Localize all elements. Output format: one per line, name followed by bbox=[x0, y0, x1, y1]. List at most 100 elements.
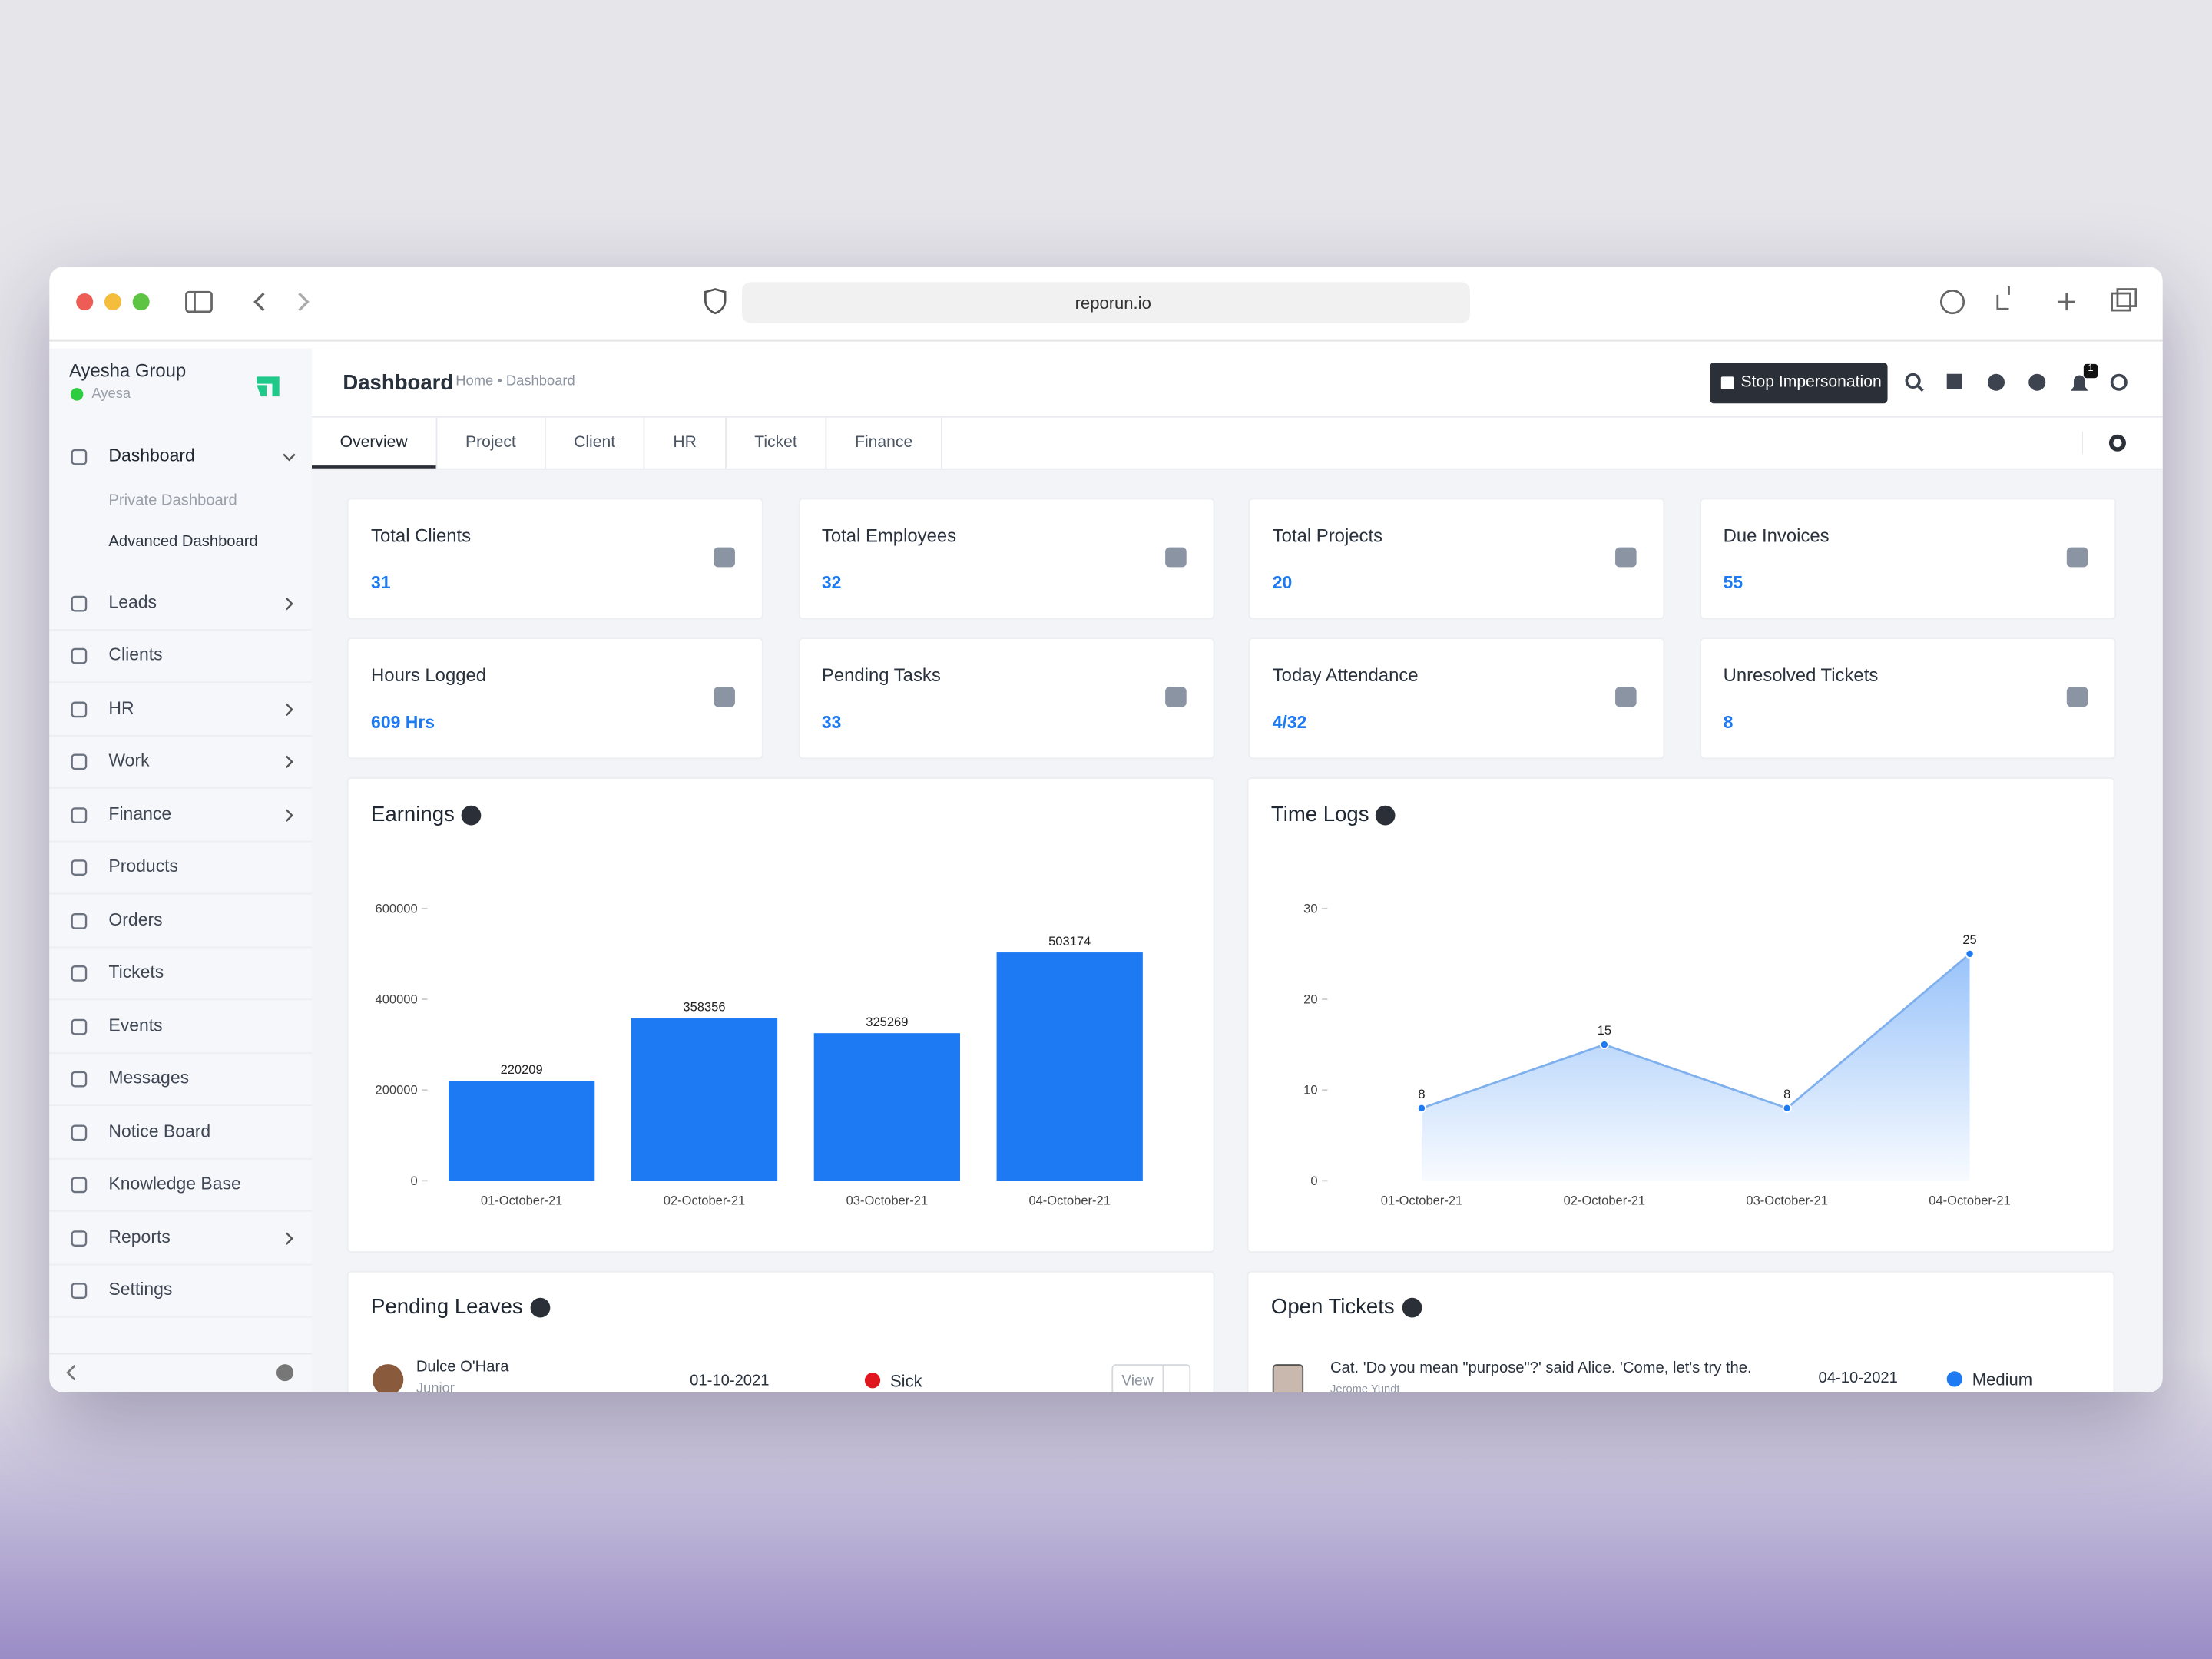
tab[interactable]: Project bbox=[437, 417, 546, 469]
nav-item[interactable]: Tickets bbox=[49, 946, 312, 1001]
nav-label: Orders bbox=[108, 909, 163, 929]
sidebar-footer bbox=[49, 1353, 312, 1392]
data-label: 8 bbox=[1783, 1087, 1790, 1101]
nav-item[interactable]: Work bbox=[49, 735, 312, 789]
nav-icon bbox=[71, 1177, 88, 1194]
data-label: 358356 bbox=[683, 999, 725, 1014]
y-tick-label: 0 bbox=[1310, 1174, 1317, 1188]
ticket-author: Jerome Yundt bbox=[1330, 1382, 1400, 1392]
nav-item[interactable]: Events bbox=[49, 999, 312, 1054]
leave-date: 01-10-2021 bbox=[690, 1373, 770, 1390]
nav-label: Dashboard bbox=[108, 445, 195, 466]
chevron-path bbox=[286, 1231, 293, 1244]
header: Dashboard Home • Dashboard Stop Imperson… bbox=[311, 348, 2163, 418]
nav-item[interactable]: Clients bbox=[49, 629, 312, 683]
nav-icon-shape bbox=[71, 1283, 88, 1299]
url[interactable]: reporun.io bbox=[1075, 293, 1151, 313]
bar bbox=[631, 1018, 778, 1181]
nav-icon-shape bbox=[71, 1124, 88, 1141]
nav-item[interactable]: HR bbox=[49, 682, 312, 736]
tab[interactable]: Client bbox=[545, 417, 645, 469]
stop-impersonation[interactable]: Stop Impersonation bbox=[1710, 363, 1888, 404]
stat-value: 31 bbox=[371, 572, 391, 593]
type-dot bbox=[864, 1373, 881, 1389]
bar bbox=[996, 952, 1143, 1181]
nav-icon-shape bbox=[71, 700, 88, 717]
nav-icon bbox=[71, 965, 88, 982]
nav-item[interactable]: Products bbox=[49, 841, 312, 895]
stat-icon bbox=[1615, 547, 1637, 568]
priority-dot bbox=[1946, 1371, 1962, 1387]
stat-icon bbox=[1615, 687, 1637, 707]
chart-title: Earnings bbox=[371, 803, 455, 827]
nav-item[interactable]: Messages bbox=[49, 1052, 312, 1107]
company-name[interactable]: Ayesha Group bbox=[69, 359, 187, 381]
nav-label: Finance bbox=[108, 803, 172, 823]
nav-icon bbox=[71, 859, 88, 876]
nav-item[interactable]: Settings bbox=[49, 1264, 312, 1318]
tab[interactable]: Overview bbox=[312, 417, 438, 469]
header-icons[interactable] bbox=[1899, 363, 2153, 405]
nav-item[interactable]: Orders bbox=[49, 894, 312, 948]
nav-icon bbox=[71, 1283, 88, 1299]
stat-value: 32 bbox=[821, 572, 842, 593]
x-tick-label: 04-October-21 bbox=[1028, 1194, 1111, 1208]
nav-icon bbox=[71, 806, 88, 823]
stat-icon bbox=[714, 547, 735, 568]
chart-card: Earnings 0 200000 400000 600000 01-October-21… bbox=[346, 777, 1215, 1253]
chart-title: Time Logs bbox=[1270, 803, 1369, 827]
view-button[interactable]: View bbox=[1111, 1364, 1191, 1392]
submenu-item[interactable]: Private Dashboard bbox=[108, 492, 237, 509]
nav-icon-shape bbox=[71, 594, 88, 611]
tab[interactable]: Finance bbox=[826, 417, 942, 469]
stat-label: Due Invoices bbox=[1723, 525, 1830, 546]
chevron-path bbox=[286, 702, 293, 716]
y-tick-label: 30 bbox=[1303, 901, 1317, 916]
tab[interactable]: Ticket bbox=[726, 417, 827, 469]
stat-value: 33 bbox=[821, 712, 842, 733]
nav-icon bbox=[71, 700, 88, 717]
stat-label: Unresolved Tickets bbox=[1723, 664, 1879, 686]
browser-window: reporun.io Ayesha Group Ayesa Dashboard P… bbox=[49, 267, 2163, 1392]
nav-item[interactable]: Notice Board bbox=[49, 1105, 312, 1159]
footer-icons[interactable] bbox=[49, 1354, 312, 1392]
nav-item[interactable]: Reports bbox=[49, 1211, 312, 1265]
data-label: 15 bbox=[1598, 1023, 1611, 1038]
area bbox=[1421, 953, 1970, 1181]
x-tick-label: 02-October-21 bbox=[1564, 1194, 1646, 1208]
submenu-item[interactable]: Advanced Dashboard bbox=[108, 532, 258, 550]
nav-label: HR bbox=[108, 697, 134, 717]
card-title: Pending Leaves bbox=[371, 1295, 523, 1320]
stat-card: Due Invoices 55 bbox=[1699, 498, 2116, 620]
nav-item[interactable]: Knowledge Base bbox=[49, 1158, 312, 1212]
ticket-subject: Cat. 'Do you mean "purpose"?' said Alice… bbox=[1330, 1359, 1752, 1377]
stat-card: Pending Tasks 33 bbox=[797, 637, 1214, 760]
notification-badge: 1 bbox=[2088, 363, 2094, 374]
data-label: 8 bbox=[1418, 1087, 1425, 1101]
x-tick-label: 02-October-21 bbox=[664, 1194, 746, 1208]
bar bbox=[813, 1033, 960, 1181]
nav-icon-shape bbox=[71, 1177, 88, 1194]
y-tick-label: 600000 bbox=[376, 901, 418, 916]
x-tick-label: 01-October-21 bbox=[481, 1194, 563, 1208]
tab[interactable]: HR bbox=[645, 417, 727, 469]
nav-item[interactable]: Leads bbox=[49, 576, 312, 631]
help-icon bbox=[1375, 805, 1396, 826]
avatar bbox=[1272, 1364, 1304, 1392]
chevron-path bbox=[286, 755, 293, 769]
stat-value: 8 bbox=[1723, 712, 1734, 733]
y-tick-label: 0 bbox=[410, 1174, 417, 1188]
chevron-path bbox=[286, 808, 293, 821]
y-tick-label: 10 bbox=[1303, 1083, 1317, 1098]
stat-icon bbox=[1164, 547, 1186, 568]
stat-card: Today Attendance 4/32 bbox=[1248, 637, 1665, 760]
avatar bbox=[372, 1364, 404, 1392]
nav-item[interactable]: Finance bbox=[49, 788, 312, 842]
settings-icon[interactable] bbox=[2082, 432, 2138, 455]
nav-icon bbox=[71, 594, 88, 611]
nav-item[interactable]: Dashboard bbox=[49, 430, 312, 482]
stat-icon bbox=[2065, 547, 2088, 568]
stat-icon bbox=[2065, 687, 2088, 707]
chevron-path bbox=[286, 597, 293, 610]
stat-label: Today Attendance bbox=[1272, 664, 1419, 686]
